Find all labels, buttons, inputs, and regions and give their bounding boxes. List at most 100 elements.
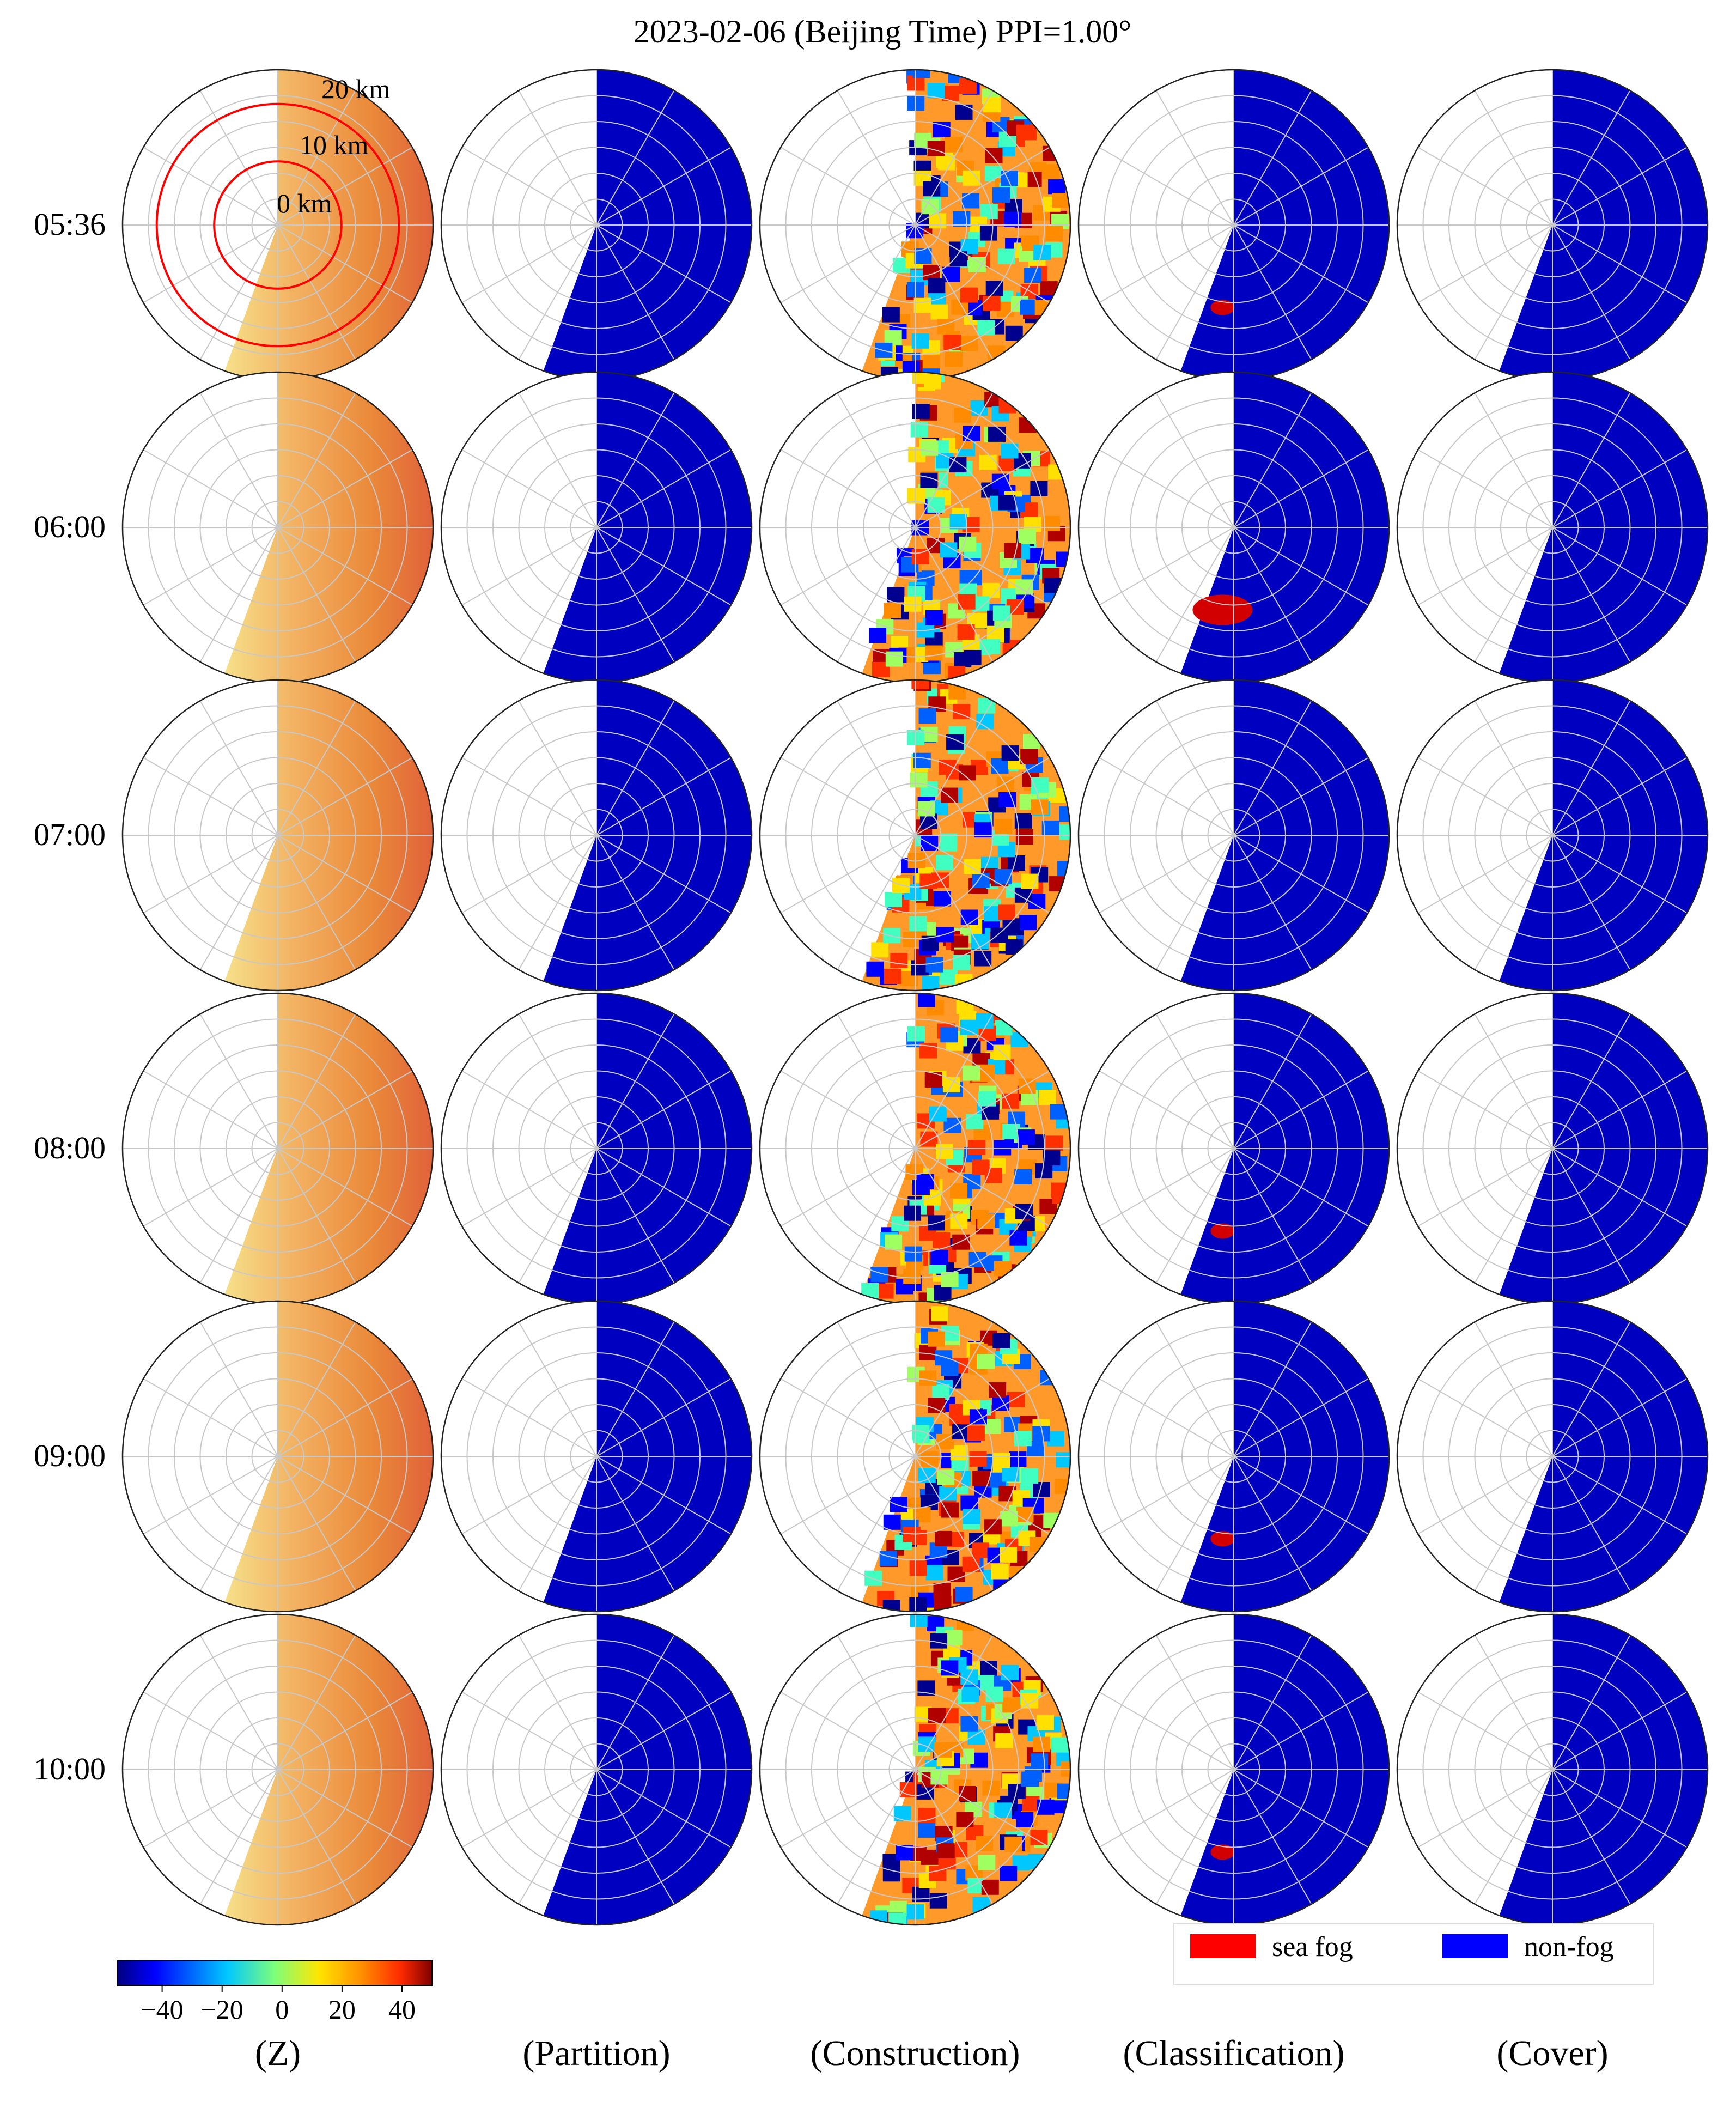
panel-3-2 [1077,679,1390,992]
construction-patch [949,514,967,530]
construction-patch [941,787,959,803]
panel-0-5 [121,1613,434,1926]
construction-patch [1042,164,1060,180]
panel-border [121,1300,434,1613]
construction-patch [977,1354,995,1369]
construction-patch [998,904,1015,920]
construction-patch [983,639,1001,654]
panel-1-0 [440,69,753,381]
azimuth-spoke [915,147,1050,226]
column-label: (Partition) [522,2033,670,2073]
construction-patch [937,1843,955,1859]
construction-patch [943,335,961,350]
azimuth-spoke [1552,224,1688,303]
azimuth-spoke [1417,1378,1553,1457]
panel-border [759,1300,1071,1613]
azimuth-spoke [780,835,916,914]
azimuth-spoke [1474,1769,1553,1905]
construction-patch [966,1114,984,1129]
sea-fog-area [1210,1223,1235,1239]
construction-patch [918,993,935,1007]
azimuth-spoke [1552,1148,1631,1284]
azimuth-spoke [461,1769,597,1848]
sea-fog-area [1192,594,1253,625]
construction-patch [879,1551,897,1566]
construction-patch [1014,1169,1032,1184]
construction-patch [992,187,1010,203]
azimuth-spoke [1233,1769,1369,1848]
azimuth-spoke [277,1148,356,1284]
azimuth-spoke [199,224,278,360]
construction-patch [1004,1836,1022,1852]
azimuth-spoke [1155,1635,1234,1770]
azimuth-spoke [596,835,732,914]
azimuth-spoke [780,1456,916,1535]
construction-patch [991,1564,1009,1580]
construction-patch [919,1370,937,1386]
time-label: 09:00 [34,1438,106,1473]
azimuth-spoke [1552,527,1631,663]
construction-patch [911,333,929,349]
construction-patch [927,83,945,99]
construction-patch [1020,299,1038,315]
azimuth-spoke [915,527,1050,606]
panel-border [440,679,753,992]
azimuth-spoke [1417,835,1553,914]
construction-patch [923,265,941,281]
azimuth-spoke [1233,757,1369,836]
construction-patch [941,1502,959,1518]
construction-patch [977,1213,995,1229]
construction-patch [931,1306,948,1322]
construction-patch [1048,464,1066,480]
panel-border [1396,679,1709,992]
construction-patch [929,1866,947,1881]
azimuth-spoke [1233,392,1312,528]
construction-patch [924,374,941,390]
azimuth-spoke [837,1635,916,1770]
construction-patch [935,1350,953,1366]
azimuth-spoke [461,1148,597,1227]
azimuth-spoke [780,1070,916,1149]
construction-patch [1045,226,1063,241]
construction-patch [1002,1697,1020,1713]
azimuth-spoke [1099,1456,1234,1535]
construction-patch [890,953,908,968]
azimuth-spoke [199,1321,278,1457]
time-label: 06:00 [34,509,106,544]
construction-patch [994,1261,1012,1277]
azimuth-spoke [915,1635,994,1770]
azimuth-spoke [277,527,413,606]
azimuth-spoke [461,835,597,914]
construction-patch [1016,1812,1034,1827]
construction-patch [1004,543,1022,558]
construction-patch [969,1451,987,1467]
construction-patch [922,354,940,370]
azimuth-spoke [596,1456,675,1591]
azimuth-spoke [1099,835,1234,914]
construction-patch [923,181,941,197]
azimuth-spoke [1233,90,1312,226]
construction-patch [1000,1547,1018,1563]
legend-label-sea-fog: sea fog [1272,1931,1353,1963]
construction-patch [985,1686,1003,1702]
construction-patch [887,587,905,603]
construction-patch [1024,268,1042,283]
azimuth-spoke [461,527,597,606]
azimuth-spoke [1233,1691,1369,1770]
azimuth-spoke [596,1148,675,1284]
azimuth-spoke [596,147,732,226]
construction-patch [957,624,975,640]
azimuth-spoke [596,1378,732,1457]
azimuth-spoke [277,1013,356,1149]
azimuth-spoke [596,757,732,836]
column-label: (Classification) [1123,2033,1345,2073]
construction-patch [1005,325,1023,341]
panel-border [1077,1300,1390,1613]
time-label: 08:00 [34,1130,106,1165]
azimuth-spoke [837,1321,916,1457]
construction-patch [925,645,943,661]
range-ring-highlight [155,102,400,348]
azimuth-spoke [596,1635,675,1770]
construction-patch [1021,1693,1039,1709]
azimuth-spoke [596,224,675,360]
